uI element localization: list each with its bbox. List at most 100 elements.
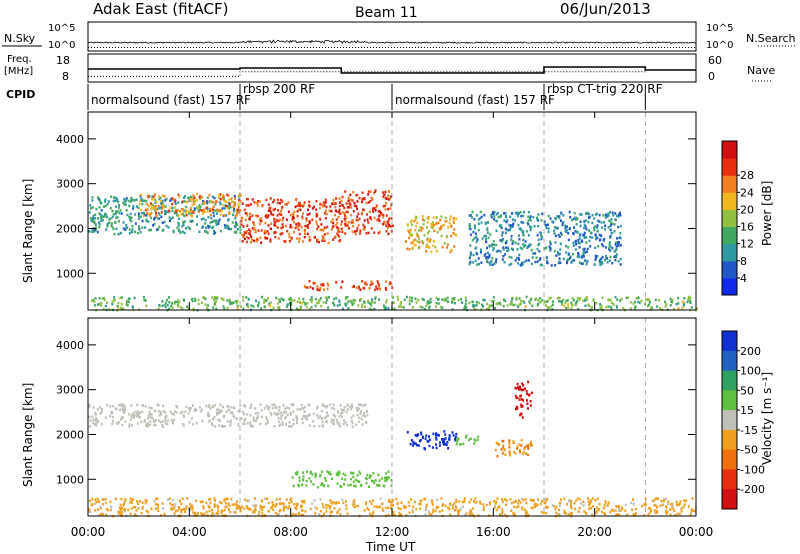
scatter-cell: [463, 307, 466, 310]
scatter-cell: [523, 508, 526, 511]
scatter-cell: [282, 506, 285, 510]
scatter-cell: [89, 425, 92, 428]
scatter-cell: [131, 230, 134, 234]
scatter-cell: [178, 499, 181, 503]
scatter-cell: [366, 507, 369, 510]
scatter-cell: [227, 408, 230, 412]
scatter-cell: [308, 413, 311, 416]
scatter-cell: [595, 237, 597, 241]
scatter-cell: [422, 298, 425, 302]
scatter-cell: [495, 258, 498, 261]
scatter-cell: [447, 226, 450, 229]
scatter-cell: [455, 233, 458, 237]
scatter-cell: [428, 246, 431, 249]
scatter-cell: [207, 411, 210, 415]
scatter-cell: [292, 212, 294, 216]
scatter-cell: [178, 195, 181, 198]
scatter-cell: [274, 405, 277, 409]
scatter-cell: [93, 300, 96, 304]
y-tick-label: 3000: [56, 178, 84, 191]
scatter-cell: [557, 251, 559, 254]
scatter-cell: [164, 417, 167, 420]
scatter-cell: [236, 500, 238, 503]
scatter-cell: [277, 237, 280, 240]
scatter-cell: [319, 228, 322, 232]
scatter-cell: [140, 197, 143, 201]
scatter-cell: [652, 499, 655, 503]
scatter-cell: [474, 232, 477, 235]
scatter-cell: [263, 407, 266, 410]
scatter-cell: [600, 307, 603, 310]
scatter-cell: [356, 474, 359, 477]
scatter-cell: [213, 196, 216, 200]
scatter-cell: [187, 196, 190, 200]
scatter-cell: [653, 503, 656, 507]
scatter-cell: [275, 498, 278, 501]
scatter-cell: [257, 411, 260, 415]
scatter-cell: [177, 299, 180, 302]
scatter-cell: [212, 211, 215, 214]
scatter-cell: [227, 508, 230, 511]
scatter-cell: [203, 202, 206, 206]
scatter-cell: [587, 497, 589, 500]
scatter-cell: [226, 299, 229, 302]
scatter-cell: [683, 303, 685, 306]
scatter-cell: [349, 299, 352, 303]
scatter-cell: [547, 230, 550, 233]
scatter-cell: [152, 418, 155, 422]
scatter-cell: [284, 240, 287, 243]
scatter-cell: [696, 307, 698, 311]
scatter-cell: [425, 304, 428, 308]
scatter-cell: [290, 497, 293, 500]
scatter-cell: [470, 252, 473, 256]
scatter-cell: [175, 404, 178, 408]
scatter-cell: [387, 226, 389, 230]
scatter-cell: [320, 483, 323, 486]
scatter-cell: [452, 504, 454, 507]
scatter-cell: [449, 513, 452, 516]
scatter-cell: [364, 502, 367, 506]
scatter-cell: [227, 207, 230, 210]
scatter-cell: [318, 513, 321, 516]
scatter-cell: [476, 263, 479, 266]
scatter-cell: [345, 210, 348, 214]
colorbar-swatch: [722, 331, 737, 352]
scatter-cell: [197, 298, 200, 302]
scatter-cell: [190, 210, 193, 213]
scatter-cell: [357, 304, 360, 307]
scatter-cell: [565, 229, 568, 232]
scatter-cell: [234, 204, 236, 207]
scatter-cell: [308, 424, 311, 427]
scatter-cell: [428, 435, 430, 438]
scatter-cell: [436, 433, 439, 437]
scatter-cell: [600, 234, 603, 237]
scatter-cell: [258, 200, 261, 203]
scatter-cell: [497, 249, 500, 253]
scatter-cell: [566, 258, 569, 262]
scatter-cell: [408, 248, 411, 251]
scatter-cell: [456, 509, 459, 512]
scatter-cell: [537, 224, 540, 228]
scatter-cell: [388, 282, 391, 286]
scatter-cell: [543, 301, 546, 304]
scatter-cell: [234, 216, 237, 220]
scatter-cell: [558, 299, 561, 303]
scatter-cell: [336, 221, 339, 225]
scatter-cell: [604, 228, 606, 231]
scatter-cell: [102, 307, 105, 311]
scatter-cell: [201, 513, 204, 516]
scatter-cell: [500, 226, 503, 230]
scatter-cell: [585, 250, 588, 253]
scatter-cell: [553, 229, 556, 233]
scatter-cell: [270, 212, 273, 216]
scatter-cell: [681, 300, 684, 304]
scatter-cell: [622, 306, 625, 310]
scatter-cell: [422, 227, 425, 230]
scatter-cell: [192, 404, 194, 407]
scatter-cell: [443, 242, 446, 245]
scatter-cell: [535, 504, 538, 507]
scatter-cell: [299, 307, 302, 310]
scatter-cell: [319, 474, 322, 477]
scatter-cell: [104, 416, 107, 419]
scatter-cell: [100, 209, 103, 212]
